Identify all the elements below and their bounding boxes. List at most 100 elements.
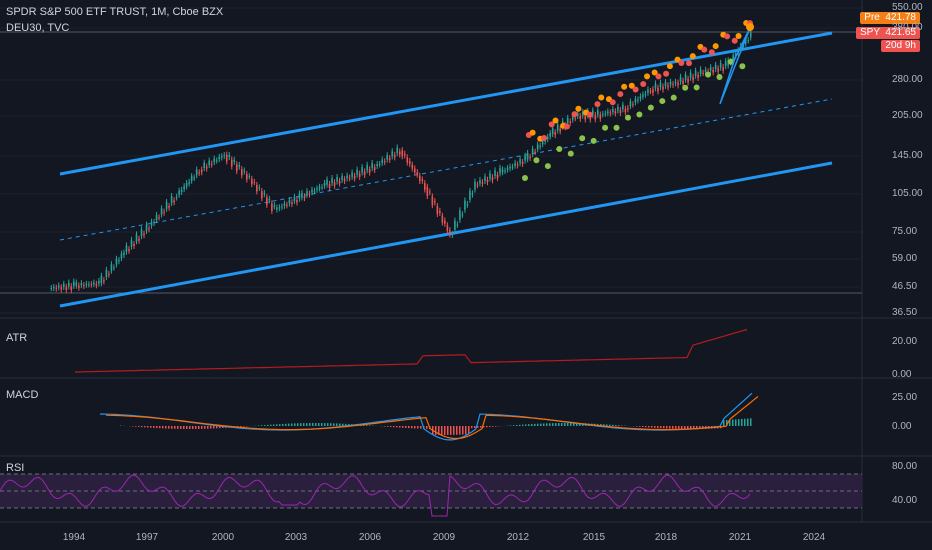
- sell-signal-dot: [678, 60, 685, 67]
- candle-body: [464, 200, 466, 210]
- candle-body: [511, 166, 514, 168]
- candle-body: [233, 159, 236, 162]
- sell-signal-dot: [609, 99, 616, 106]
- candle-body: [657, 87, 659, 92]
- candle-body: [694, 70, 697, 76]
- macd-histogram-bar: [204, 426, 206, 429]
- candle-body: [170, 195, 173, 204]
- macd-histogram-bar: [303, 423, 305, 426]
- candle-body: [143, 233, 145, 236]
- macd-histogram-bar: [459, 426, 461, 435]
- candle-body: [607, 111, 609, 114]
- candle-body: [88, 284, 90, 286]
- candle-body: [491, 177, 494, 181]
- candle-body: [637, 99, 639, 101]
- candle-body: [160, 208, 163, 215]
- time-tick: 2018: [654, 532, 678, 543]
- candle-body: [138, 238, 140, 241]
- candle-body: [193, 177, 195, 179]
- sell-signal-dot: [594, 101, 601, 108]
- candle-body: [629, 101, 632, 107]
- candle-body: [115, 258, 118, 265]
- macd-histogram-bar: [555, 423, 557, 426]
- macd-histogram-bar: [510, 425, 512, 426]
- macd-histogram-bar: [750, 418, 752, 426]
- buy-signal-dot: [647, 104, 654, 111]
- macd-histogram-bar: [615, 425, 617, 426]
- candle-body: [95, 283, 98, 286]
- candle-body: [669, 81, 672, 85]
- buy-signal-dot: [579, 135, 586, 142]
- macd-histogram-bar: [294, 423, 296, 426]
- buy-signal-dot: [659, 98, 666, 105]
- candle-body: [318, 186, 321, 189]
- candle-body: [298, 193, 301, 199]
- buy-signal-dot: [544, 163, 551, 170]
- macd-histogram-bar: [435, 426, 437, 435]
- candle-body: [401, 150, 404, 157]
- buy-signal-dot: [522, 175, 528, 181]
- price-tick: 105.00: [892, 188, 923, 199]
- macd-histogram-bar: [168, 426, 170, 429]
- macd-histogram-bar: [471, 426, 473, 429]
- atr-tick-high: 20.00: [892, 336, 918, 347]
- macd-histogram-bar: [183, 426, 185, 429]
- candle-body: [235, 164, 238, 172]
- candle-body: [702, 72, 704, 74]
- macd-histogram-bar: [219, 426, 221, 429]
- candle-body: [155, 214, 158, 221]
- candle-body: [484, 176, 486, 181]
- candle-body: [323, 182, 326, 186]
- buy-signal-dot: [705, 71, 712, 78]
- rsi-tick-high: 80.00: [892, 461, 918, 472]
- candle-body: [165, 202, 168, 209]
- pre-label: Pre: [864, 12, 880, 23]
- candle-body: [431, 196, 434, 206]
- candle-body: [476, 184, 479, 186]
- candle-body: [479, 179, 481, 184]
- sell-signal-dot: [663, 70, 670, 77]
- candle-body: [534, 151, 536, 153]
- candle-body: [268, 198, 271, 201]
- atr-tick-low: 0.00: [892, 369, 912, 380]
- macd-histogram-bar: [723, 420, 725, 426]
- macd-histogram-bar: [393, 426, 395, 428]
- buy-signal-dot: [567, 150, 574, 157]
- candle-body: [456, 224, 459, 226]
- sell-signal-dot: [708, 49, 715, 56]
- macd-histogram-bar: [324, 423, 326, 426]
- sell-signal-dot: [628, 82, 635, 89]
- candle-body: [581, 111, 584, 116]
- candle-body: [617, 106, 619, 111]
- sell-signal-dot: [552, 117, 559, 124]
- atr-line: [74, 328, 748, 373]
- sell-signal-dot: [632, 86, 639, 93]
- macd-histogram-bar: [438, 426, 440, 435]
- candle-body: [130, 239, 133, 247]
- macd-histogram-bar: [318, 423, 320, 426]
- macd-histogram-bar: [450, 426, 452, 435]
- macd-histogram-bar: [279, 424, 281, 426]
- candle-body: [185, 182, 188, 187]
- time-tick: 2006: [358, 532, 382, 543]
- candle-body: [439, 210, 441, 214]
- time-tick: 2012: [506, 532, 530, 543]
- candle-body: [699, 69, 702, 74]
- sell-signal-dot: [712, 43, 719, 50]
- price-tick: 46.50: [892, 281, 918, 292]
- buy-signal-dot: [636, 111, 643, 118]
- candle-body: [273, 205, 276, 207]
- candle-body: [218, 156, 221, 160]
- macd-histogram-bar: [288, 423, 290, 426]
- macd-histogram-bar: [495, 426, 497, 427]
- macd-histogram-bar: [684, 426, 686, 429]
- candle-body: [747, 40, 750, 42]
- candle-body: [602, 114, 604, 116]
- macd-histogram-bar: [549, 423, 551, 426]
- candle-body: [559, 128, 562, 132]
- candle-body: [599, 114, 602, 119]
- price-tick: 36.50: [892, 307, 918, 318]
- macd-histogram-bar: [300, 423, 302, 426]
